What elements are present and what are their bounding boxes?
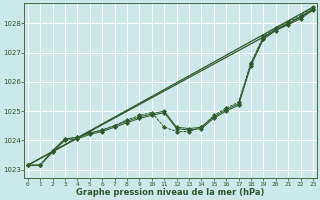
X-axis label: Graphe pression niveau de la mer (hPa): Graphe pression niveau de la mer (hPa) xyxy=(76,188,265,197)
